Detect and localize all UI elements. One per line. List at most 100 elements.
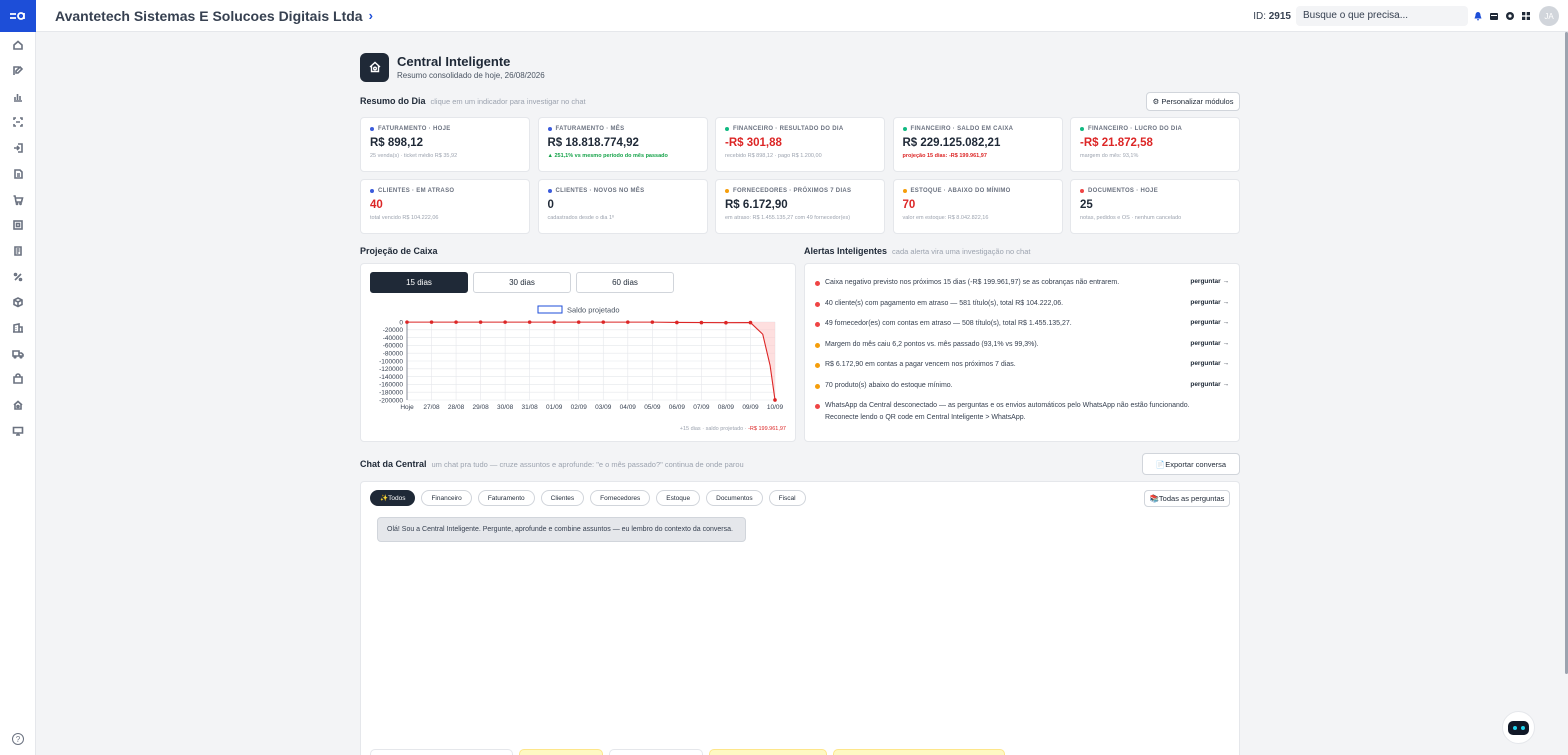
- kpi-card[interactable]: FINANCEIRO · RESULTADO DO DIA -R$ 301,88 r…: [715, 117, 885, 172]
- data-point: [675, 320, 679, 325]
- assistant-bot-button[interactable]: [1502, 711, 1535, 744]
- kpi-card[interactable]: FINANCEIRO · SALDO EM CAIXA R$ 229.125.08…: [892, 117, 1063, 172]
- ask-button[interactable]: perguntar →: [1190, 360, 1229, 367]
- kpi-subtext: cadastrados desde o dia 1º: [547, 215, 615, 221]
- gear-icon[interactable]: [1504, 10, 1516, 22]
- kpi-label-text: FINANCEIRO · LUCRO DO DIA: [1088, 126, 1183, 132]
- chat-chip-clientes[interactable]: Clientes: [540, 490, 585, 506]
- bag-icon[interactable]: [0, 373, 36, 385]
- kpi-card[interactable]: FORNECEDORES · PRÓXIMOS 7 DIAS R$ 6.172,9…: [715, 179, 885, 234]
- data-point: [454, 320, 458, 324]
- page-subtitle: Resumo consolidado de hoje, 26/08/2026: [397, 71, 545, 80]
- kpi-card[interactable]: ESTOQUE · ABAIXO DO MÍNIMO 70 valor em est…: [892, 179, 1063, 234]
- tab-30-dias[interactable]: 30 dias: [473, 272, 571, 293]
- ask-button[interactable]: perguntar →: [1190, 339, 1229, 347]
- kpi-label: CLIENTES · EM ATRASO: [370, 188, 520, 194]
- bell-icon[interactable]: [1472, 10, 1484, 22]
- edit-icon[interactable]: [0, 65, 36, 77]
- data-point: [478, 320, 483, 324]
- chat-panel: ✨Todos Financeiro Faturamento Clientes Forne…: [360, 481, 1240, 755]
- ask-button[interactable]: perguntar →: [1190, 319, 1229, 326]
- suggestion-chip[interactable]: [519, 749, 603, 755]
- scrollbar[interactable]: [1565, 32, 1568, 674]
- kpi-label: FORNECEDORES · PRÓXIMOS 7 DIAS: [725, 188, 875, 194]
- suggestion-chip[interactable]: [709, 749, 827, 755]
- kpi-card[interactable]: DOCUMENTOS · HOJE 25 notas, pedidos e OS ·…: [1070, 179, 1240, 234]
- scan-icon[interactable]: [0, 116, 36, 128]
- chat-bot-message: Olá! Sou a Central Inteligente. Pergunte…: [377, 517, 746, 542]
- ask-button[interactable]: perguntar →: [1190, 298, 1229, 306]
- kpi-card[interactable]: CLIENTES · NOVOS NO MÊS 0 cadastrados desd…: [537, 179, 708, 234]
- all-questions-button[interactable]: 📚Todas as perguntas: [1144, 490, 1230, 507]
- x-tick-label: 05/09: [644, 404, 661, 411]
- alert-text: Margem do mês caiu 6,2 pontos vs. mês pa…: [825, 340, 1039, 348]
- x-tick-label: 06/09: [669, 404, 686, 411]
- ask-button[interactable]: perguntar →: [1190, 380, 1229, 388]
- legend-label: Saldo projetado: [567, 306, 620, 315]
- x-tick-label: 29/08: [472, 404, 489, 411]
- qr-icon[interactable]: [0, 219, 36, 231]
- login-icon[interactable]: [0, 142, 36, 154]
- x-tick-label: Hoje: [400, 404, 414, 411]
- apps-grid-icon[interactable]: [1520, 10, 1532, 22]
- building-icon[interactable]: [0, 322, 36, 334]
- alert-severity-dot: [815, 404, 820, 409]
- kpi-card[interactable]: FATURAMENTO · HOJE R$ 898,12 25 venda(s) ·…: [360, 117, 530, 172]
- avatar[interactable]: JA: [1539, 6, 1559, 26]
- chat-chip-todos[interactable]: ✨Todos: [370, 490, 416, 506]
- chat-chip-documentos[interactable]: Documentos: [706, 490, 763, 506]
- resumo-title: Resumo do Dia: [360, 96, 426, 106]
- kpi-subtext: notas, pedidos e OS · nenhum cancelado: [1080, 215, 1182, 221]
- suggestion-chip[interactable]: [609, 749, 703, 755]
- kpi-grid: FATURAMENTO · HOJE R$ 898,12 25 venda(s) ·…: [360, 117, 1240, 234]
- house-gear-icon[interactable]: [0, 399, 36, 411]
- kpi-label-text: FATURAMENTO · HOJE: [378, 126, 451, 132]
- company-name[interactable]: Avantetech Sistemas E Solucoes Digitais …: [55, 7, 363, 24]
- alert-text: WhatsApp da Central desconectado — as pe…: [825, 402, 1190, 421]
- alert-item: WhatsApp da Central desconectado — as pe…: [815, 402, 1230, 424]
- x-tick-label: 03/09: [595, 404, 612, 411]
- cart-icon[interactable]: [0, 194, 36, 206]
- invoice-icon[interactable]: [0, 245, 36, 257]
- kpi-label-text: FINANCEIRO · RESULTADO DO DIA: [733, 126, 844, 132]
- tab-60-dias[interactable]: 60 dias: [576, 272, 674, 293]
- kpi-card[interactable]: FINANCEIRO · LUCRO DO DIA -R$ 21.872,58 ma…: [1070, 117, 1240, 172]
- box-icon[interactable]: [0, 296, 36, 308]
- calendar-icon[interactable]: [1488, 10, 1500, 22]
- chat-chip-financeiro[interactable]: Financeiro: [421, 490, 472, 506]
- suggestion-chip[interactable]: [833, 749, 1005, 755]
- projecao-footer-label: +15 dias · saldo projetado: [679, 426, 744, 432]
- chart-icon[interactable]: [0, 91, 36, 103]
- chat-chip-fornecedores[interactable]: Fornecedores: [590, 490, 651, 506]
- search-input[interactable]: Busque o que precisa...: [1296, 6, 1468, 26]
- chat-chip-estoque[interactable]: Estoque: [656, 490, 701, 506]
- chat-chip-faturamento[interactable]: Faturamento: [477, 490, 535, 506]
- x-tick-label: 04/09: [620, 404, 637, 411]
- kpi-card[interactable]: CLIENTES · EM ATRASO 40 total vencido R$ 1…: [360, 179, 530, 234]
- account-id-value: 2915: [1268, 10, 1291, 22]
- chevron-right-icon[interactable]: ›: [368, 8, 373, 23]
- y-tick-label: 0: [399, 319, 403, 326]
- sidebar: ?: [0, 0, 36, 755]
- kpi-card[interactable]: FATURAMENTO · MÊS R$ 18.818.774,92 ▲ 251,1…: [537, 117, 708, 172]
- kpi-label: FINANCEIRO · RESULTADO DO DIA: [725, 126, 875, 132]
- kpi-dot: [1080, 127, 1084, 131]
- tab-15-dias[interactable]: 15 dias: [370, 272, 468, 293]
- app-logo[interactable]: [0, 0, 36, 32]
- customize-modules-button[interactable]: ⚙ Personalizar módulos: [1146, 92, 1240, 111]
- ask-button[interactable]: perguntar →: [1190, 278, 1229, 285]
- truck-icon[interactable]: [0, 348, 36, 360]
- logo-icon: [10, 12, 25, 20]
- data-point: [626, 320, 630, 324]
- export-conversation-button[interactable]: 📄Exportar conversa: [1142, 453, 1240, 475]
- suggestion-chip[interactable]: [370, 749, 513, 755]
- kpi-value: -R$ 21.872,58: [1080, 137, 1153, 149]
- chat-chip-fiscal[interactable]: Fiscal: [768, 490, 806, 506]
- kpi-label-text: CLIENTES · EM ATRASO: [378, 188, 455, 194]
- help-button[interactable]: ?: [0, 733, 36, 745]
- page-header: Central Inteligente Resumo consolidado d…: [360, 52, 1240, 82]
- document-icon[interactable]: [0, 168, 36, 180]
- home-icon[interactable]: [0, 39, 36, 51]
- monitor-icon[interactable]: [0, 425, 36, 437]
- percent-icon[interactable]: [0, 271, 36, 283]
